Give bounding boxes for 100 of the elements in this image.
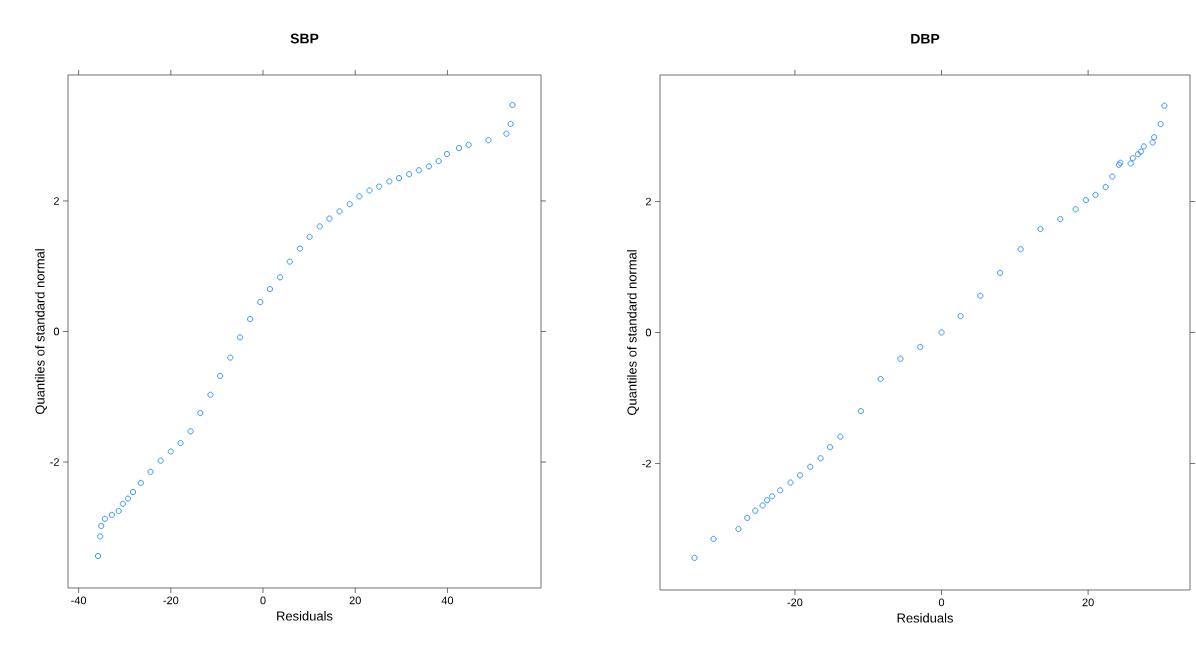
point [137,479,144,486]
x-tick-label: -40 [71,596,87,605]
x-tick-label: 40 [441,596,454,605]
point [101,515,108,522]
point [977,292,984,299]
chart-title: SBP [290,33,319,44]
y-tick-label: -2 [642,459,651,468]
point [157,457,164,464]
x-tick-label: 20 [1082,598,1094,607]
point [98,522,105,530]
point [167,448,174,455]
point [124,495,131,502]
point [395,175,403,182]
point [316,223,323,230]
point [197,410,204,417]
point [691,554,698,561]
point [485,137,492,144]
x-tick-label: -20 [163,596,179,605]
point [997,269,1004,276]
point [376,183,383,190]
point [108,511,115,518]
x-axis-title: Residuals [277,611,333,621]
point [827,444,834,451]
x-tick-label: -20 [787,598,803,607]
point [386,178,393,185]
point [296,245,303,252]
point [1057,216,1064,223]
point [837,433,844,440]
point [857,408,864,415]
point [435,158,442,165]
point [1137,148,1144,155]
point [1157,121,1164,128]
point [503,130,510,137]
point [277,274,284,281]
point [356,193,363,200]
point [346,201,353,208]
point [187,428,194,435]
point [465,141,472,148]
point [406,171,413,178]
y-axis-title: Quantiles of standard normal [35,249,47,415]
y-tick-label: 0 [53,327,60,336]
point [336,208,343,215]
point [1109,173,1116,180]
point [735,526,742,533]
point [217,372,224,379]
point [366,187,373,194]
y-tick-label: 0 [645,328,652,337]
y-tick-label: 2 [645,197,651,206]
point [807,463,814,470]
point [227,354,234,361]
point [938,329,945,336]
point [1140,143,1147,150]
point [710,535,717,542]
point [917,343,924,350]
y-tick-label: 2 [53,197,59,205]
point [744,514,751,521]
point [817,455,824,462]
point [1161,102,1168,109]
point [286,258,293,265]
point [97,533,104,540]
point [1072,206,1079,213]
point [1017,246,1024,253]
point [455,145,462,152]
point [1151,134,1158,141]
point [1102,183,1109,191]
point [425,163,433,170]
point [1127,160,1134,167]
point [247,316,254,323]
point [177,440,184,447]
point [1037,225,1044,233]
x-axis-title: Residuals [897,613,953,623]
point [415,167,422,174]
point [877,375,884,383]
point [957,313,964,320]
point [507,120,514,127]
x-tick-label: 20 [349,596,361,605]
y-tick-label: -2 [50,458,59,466]
point [257,299,264,306]
point [207,391,214,398]
point [1092,191,1099,198]
point [509,101,516,109]
point [115,507,122,515]
point [306,233,313,240]
point [759,502,766,509]
point [266,286,273,293]
point [147,468,154,475]
point [897,355,904,362]
chart-title: DBP [911,33,940,44]
point [1082,197,1089,204]
point [1129,155,1136,162]
point [1134,151,1142,158]
x-tick-label: 0 [260,596,266,605]
point [769,493,776,500]
point [129,488,137,496]
point [796,472,804,479]
point [119,500,126,507]
point [94,552,102,560]
point [236,334,244,341]
point [326,215,333,222]
point [1149,139,1156,146]
